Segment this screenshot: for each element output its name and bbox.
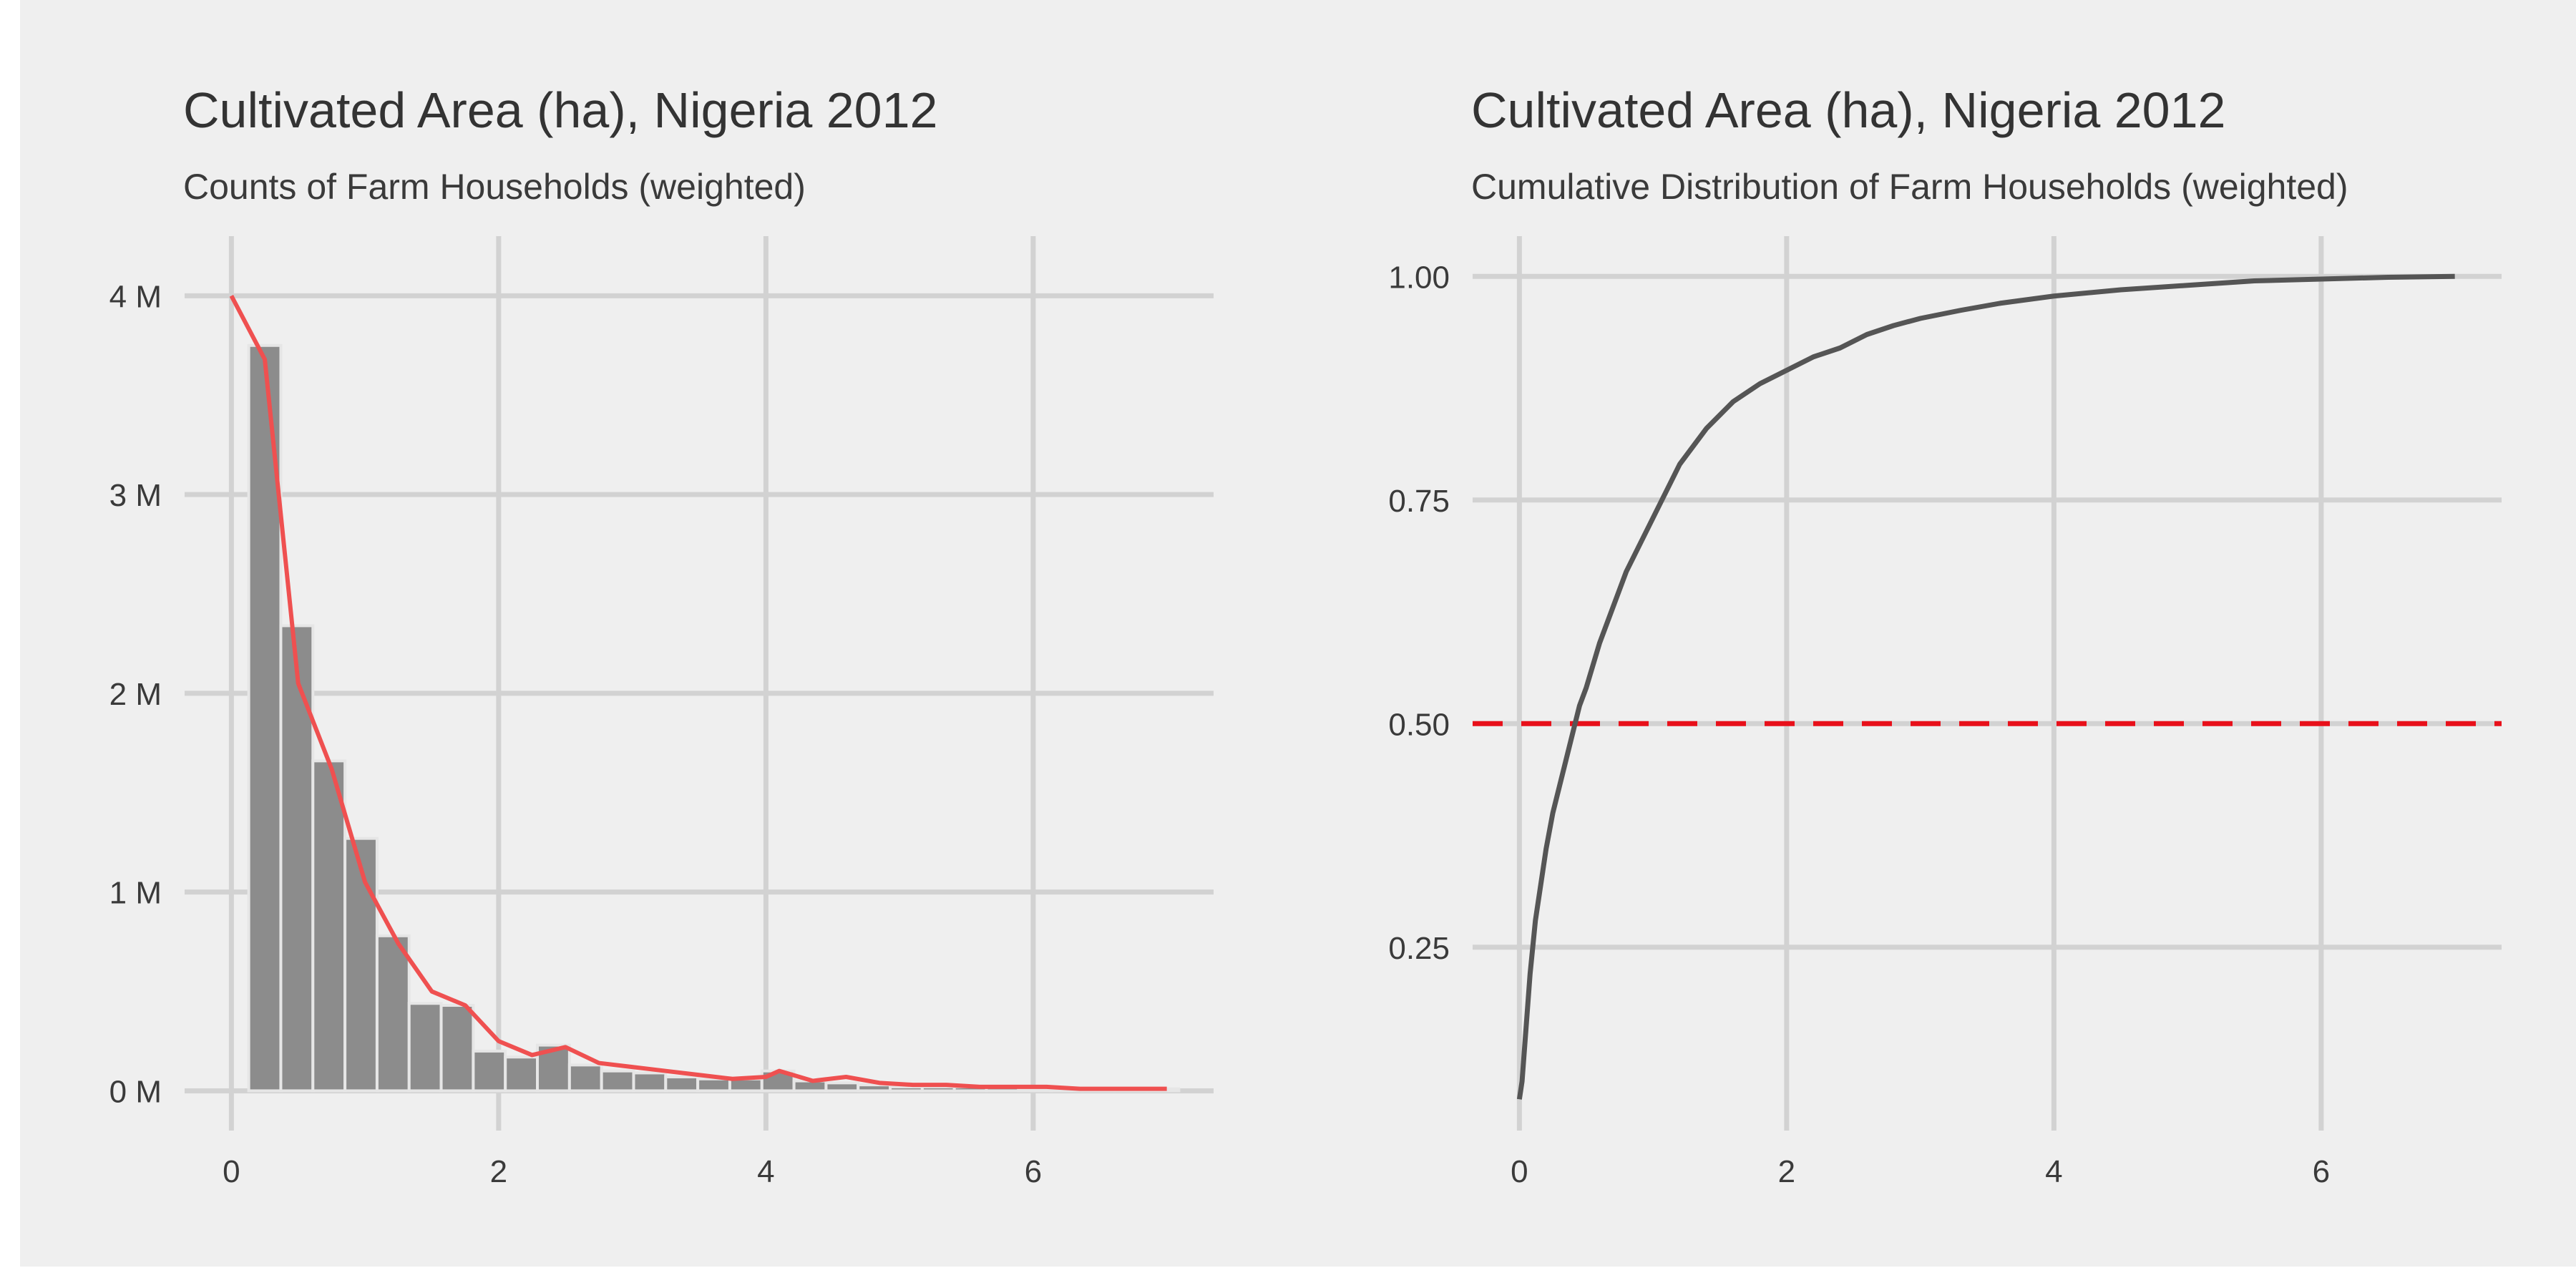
figure-background: Cultivated Area (ha), Nigeria 2012 Count… [20,0,2576,1267]
histogram-bar [857,1083,892,1093]
histogram-x-tick-label: 6 [1025,1154,1042,1189]
cdf-line [1516,273,2455,1100]
histogram-x-tick-label: 0 [223,1154,240,1189]
histogram-bar [600,1069,635,1093]
histogram-y-tick-label: 3 M [109,478,162,513]
histogram-x-tick-label: 2 [490,1154,507,1189]
cdf-x-tick-label: 6 [2313,1154,2330,1189]
histogram-bar [792,1079,828,1093]
histogram-y-tick-label: 1 M [109,876,162,911]
histogram-y-tick-label: 4 M [109,279,162,314]
chart-canvas: Cultivated Area (ha), Nigeria 2012 Count… [109,82,2502,1189]
histogram-bar [279,624,315,1093]
histogram-panel: Cultivated Area (ha), Nigeria 2012 Count… [109,82,1214,1189]
histogram-bar [632,1071,668,1093]
histogram-bar [889,1085,924,1093]
histogram-bar [504,1055,540,1093]
histogram-y-tick-label: 2 M [109,677,162,712]
histogram-bar [696,1077,731,1093]
histogram-title: Cultivated Area (ha), Nigeria 2012 [183,82,937,138]
cdf-x-tick-label: 2 [1778,1154,1795,1189]
cdf-x-tick-label: 4 [2045,1154,2062,1189]
histogram-subtitle: Counts of Farm Households (weighted) [183,167,806,207]
cdf-y-tick-label: 0.50 [1388,707,1450,742]
histogram-bar [472,1049,507,1093]
cdf-y-tick-label: 0.25 [1388,931,1450,966]
histogram-y-tick-label: 0 M [109,1074,162,1109]
histogram-bar [567,1063,603,1093]
cdf-subtitle: Cumulative Distribution of Farm Househol… [1471,167,2348,207]
cdf-y-tick-label: 1.00 [1388,260,1450,295]
cdf-title: Cultivated Area (ha), Nigeria 2012 [1471,82,2225,138]
cdf-x-tick-label: 0 [1511,1154,1528,1189]
cdf-panel: Cultivated Area (ha), Nigeria 2012 Cumul… [1388,82,2502,1189]
histogram-bar [824,1081,860,1093]
histogram-bar [311,759,347,1093]
histogram-bar [664,1075,700,1093]
histogram-bar [407,1002,443,1093]
histogram-x-tick-label: 4 [757,1154,774,1189]
histogram-bar [343,836,379,1093]
histogram-bar [920,1085,956,1093]
histogram-bar [1017,1087,1053,1093]
histogram-bar [375,934,411,1093]
cdf-y-tick-label: 0.75 [1388,484,1450,519]
histogram-bar [439,1004,475,1093]
density-line [229,294,1167,1091]
